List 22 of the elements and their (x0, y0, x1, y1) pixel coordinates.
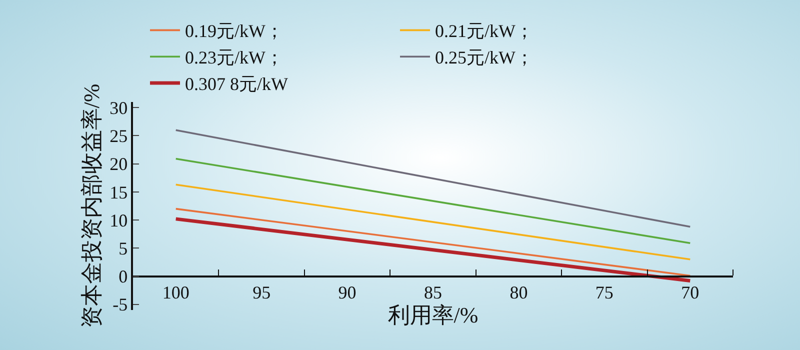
legend-label: 0.19元/kW； (185, 21, 284, 42)
x-tick-label: 90 (338, 282, 356, 303)
legend-label: 0.25元/kW； (435, 48, 534, 68)
y-tick-label: 15 (110, 182, 128, 202)
y-tick-label: 0 (118, 266, 128, 287)
x-tick-label: 75 (595, 282, 614, 303)
y-tick-label: 5 (118, 238, 128, 258)
y-tick-label: 30 (110, 98, 128, 118)
x-tick-label: 80 (510, 282, 528, 303)
y-tick-label: 25 (110, 126, 128, 146)
x-tick-label: 95 (252, 282, 271, 303)
legend-label: 0.307 8元/kW (185, 74, 288, 94)
x-axis-title: 利用率/% (388, 302, 478, 328)
y-tick-label: -5 (112, 294, 128, 315)
legend-label: 0.21元/kW； (435, 21, 534, 42)
y-tick-label: 10 (110, 210, 128, 230)
y-axis-title: 资本金投资内部收益率/% (78, 84, 104, 328)
legend-label: 0.23元/kW； (185, 48, 284, 68)
x-tick-label: 85 (424, 282, 442, 303)
x-tick-label: 70 (681, 282, 700, 303)
y-tick-label: 20 (110, 154, 128, 174)
x-tick-label: 100 (162, 282, 190, 303)
